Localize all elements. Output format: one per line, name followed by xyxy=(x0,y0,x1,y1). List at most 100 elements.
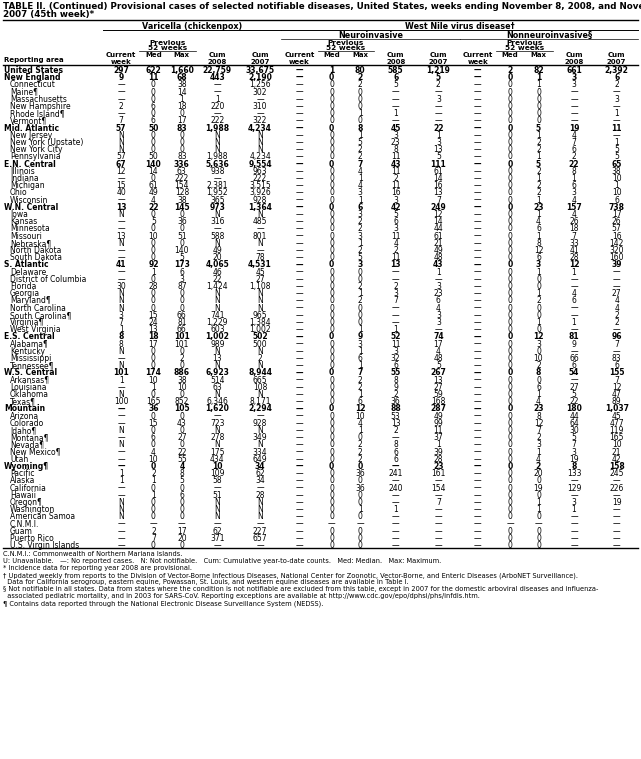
Text: N: N xyxy=(215,131,221,140)
Text: —: — xyxy=(392,268,399,276)
Text: —: — xyxy=(256,541,264,550)
Text: N: N xyxy=(118,498,124,507)
Text: Max: Max xyxy=(174,52,190,58)
Text: 1: 1 xyxy=(358,390,363,399)
Text: 7: 7 xyxy=(572,440,576,449)
Text: 27: 27 xyxy=(612,289,622,298)
Text: 0: 0 xyxy=(329,73,335,82)
Text: Mid. Atlantic: Mid. Atlantic xyxy=(4,124,59,133)
Text: Maryland¶: Maryland¶ xyxy=(10,297,51,305)
Text: 0: 0 xyxy=(508,203,513,212)
Text: 6: 6 xyxy=(151,433,156,442)
Text: Florida: Florida xyxy=(10,282,37,291)
Text: —: — xyxy=(117,541,125,550)
Text: 0: 0 xyxy=(508,73,513,82)
Text: —: — xyxy=(474,462,481,471)
Text: 74: 74 xyxy=(433,332,444,342)
Text: Virginia¶: Virginia¶ xyxy=(10,318,44,327)
Text: 4: 4 xyxy=(614,304,619,313)
Text: 0: 0 xyxy=(329,188,334,197)
Text: —: — xyxy=(474,527,481,536)
Text: Pennsylvania: Pennsylvania xyxy=(10,153,61,162)
Text: 0: 0 xyxy=(508,95,513,104)
Text: W.N. Central: W.N. Central xyxy=(4,203,58,212)
Text: Previous: Previous xyxy=(149,40,186,46)
Text: 0: 0 xyxy=(329,332,335,342)
Text: 40: 40 xyxy=(116,188,126,197)
Text: 0: 0 xyxy=(508,87,513,96)
Text: 2,294: 2,294 xyxy=(248,405,272,414)
Text: 30: 30 xyxy=(116,282,126,291)
Text: —: — xyxy=(570,282,578,291)
Text: 1: 1 xyxy=(151,268,156,276)
Text: 0: 0 xyxy=(508,491,513,499)
Text: 2: 2 xyxy=(151,469,156,478)
Text: —: — xyxy=(474,505,481,514)
Text: 0: 0 xyxy=(329,153,334,162)
Text: N: N xyxy=(257,498,263,507)
Text: 0: 0 xyxy=(151,505,156,514)
Text: 3: 3 xyxy=(436,310,441,320)
Text: 13: 13 xyxy=(433,145,443,154)
Text: —: — xyxy=(296,498,303,507)
Text: 240: 240 xyxy=(388,483,403,493)
Text: Cum
2007: Cum 2007 xyxy=(607,52,626,65)
Text: —: — xyxy=(296,254,303,262)
Text: 0: 0 xyxy=(508,318,513,327)
Text: 2: 2 xyxy=(358,282,363,291)
Text: N: N xyxy=(257,512,263,521)
Text: 3: 3 xyxy=(358,210,363,219)
Text: 129: 129 xyxy=(567,483,581,493)
Text: 222: 222 xyxy=(210,116,224,125)
Text: N: N xyxy=(215,210,221,219)
Text: —: — xyxy=(296,505,303,514)
Text: 3: 3 xyxy=(572,188,576,197)
Text: —: — xyxy=(474,174,481,183)
Text: 0: 0 xyxy=(508,275,513,284)
Text: 45: 45 xyxy=(612,411,622,420)
Text: 3: 3 xyxy=(394,131,398,140)
Text: 4: 4 xyxy=(394,239,398,247)
Text: 6: 6 xyxy=(572,361,576,370)
Text: 3: 3 xyxy=(572,498,576,507)
Text: 47: 47 xyxy=(612,390,622,399)
Text: 36: 36 xyxy=(148,405,159,414)
Text: 63: 63 xyxy=(212,383,222,392)
Text: 42: 42 xyxy=(612,455,622,464)
Text: 7: 7 xyxy=(614,339,619,348)
Text: 0: 0 xyxy=(329,455,334,464)
Text: 2: 2 xyxy=(358,448,363,457)
Text: 16: 16 xyxy=(433,181,443,191)
Text: 1: 1 xyxy=(358,109,363,118)
Text: 0: 0 xyxy=(508,260,513,269)
Text: 0: 0 xyxy=(536,325,541,334)
Text: 5: 5 xyxy=(536,124,541,133)
Text: N: N xyxy=(118,505,124,514)
Text: —: — xyxy=(296,188,303,197)
Text: 1: 1 xyxy=(151,477,156,486)
Text: † Updated weekly from reports to the Division of Vector-Borne Infectious Disease: † Updated weekly from reports to the Div… xyxy=(3,572,578,579)
Text: 62: 62 xyxy=(255,469,265,478)
Text: 20: 20 xyxy=(534,469,544,478)
Text: —: — xyxy=(296,433,303,442)
Text: Washington: Washington xyxy=(10,505,55,514)
Text: 11: 11 xyxy=(391,339,401,348)
Text: 18: 18 xyxy=(569,225,579,234)
Text: 500: 500 xyxy=(253,339,267,348)
Text: 30: 30 xyxy=(569,426,579,435)
Text: 222: 222 xyxy=(175,174,189,183)
Text: 41: 41 xyxy=(116,260,126,269)
Text: —: — xyxy=(117,95,125,104)
Text: —: — xyxy=(117,275,125,284)
Text: 9: 9 xyxy=(572,339,576,348)
Text: 83: 83 xyxy=(612,354,622,363)
Text: 38: 38 xyxy=(177,376,187,385)
Text: 0: 0 xyxy=(508,297,513,305)
Text: 11: 11 xyxy=(391,153,401,162)
Text: —: — xyxy=(117,217,125,226)
Text: 2: 2 xyxy=(358,455,363,464)
Text: 157: 157 xyxy=(566,203,582,212)
Text: 0: 0 xyxy=(358,527,363,536)
Text: —: — xyxy=(474,318,481,327)
Text: 0: 0 xyxy=(329,159,335,168)
